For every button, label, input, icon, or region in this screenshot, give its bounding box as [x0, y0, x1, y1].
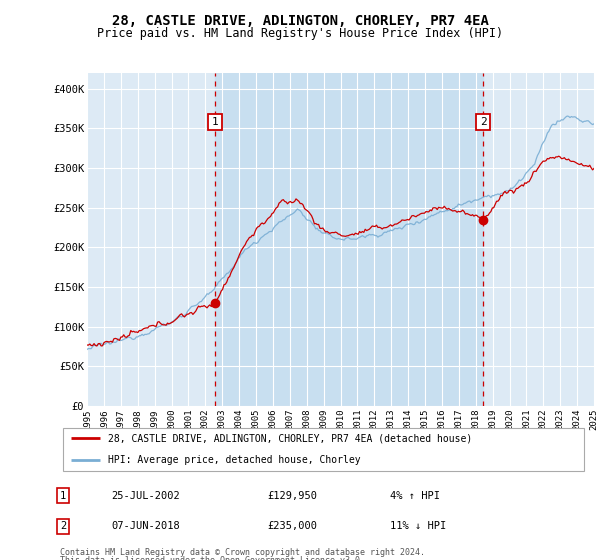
Text: 25-JUL-2002: 25-JUL-2002: [111, 491, 180, 501]
Text: £235,000: £235,000: [267, 521, 317, 531]
Text: 2: 2: [480, 117, 487, 127]
Text: Contains HM Land Registry data © Crown copyright and database right 2024.: Contains HM Land Registry data © Crown c…: [60, 548, 425, 557]
Text: £129,950: £129,950: [267, 491, 317, 501]
Text: 1: 1: [60, 491, 66, 501]
Text: 28, CASTLE DRIVE, ADLINGTON, CHORLEY, PR7 4EA: 28, CASTLE DRIVE, ADLINGTON, CHORLEY, PR…: [112, 14, 488, 28]
Bar: [215, 73, 483, 406]
Text: 11% ↓ HPI: 11% ↓ HPI: [390, 521, 446, 531]
Text: 2: 2: [60, 521, 66, 531]
Text: 07-JUN-2018: 07-JUN-2018: [111, 521, 180, 531]
Text: 4% ↑ HPI: 4% ↑ HPI: [390, 491, 440, 501]
FancyBboxPatch shape: [62, 427, 584, 472]
Text: HPI: Average price, detached house, Chorley: HPI: Average price, detached house, Chor…: [107, 455, 360, 465]
Text: 1: 1: [212, 117, 218, 127]
Text: This data is licensed under the Open Government Licence v3.0.: This data is licensed under the Open Gov…: [60, 556, 365, 560]
Text: Price paid vs. HM Land Registry's House Price Index (HPI): Price paid vs. HM Land Registry's House …: [97, 27, 503, 40]
Text: 28, CASTLE DRIVE, ADLINGTON, CHORLEY, PR7 4EA (detached house): 28, CASTLE DRIVE, ADLINGTON, CHORLEY, PR…: [107, 433, 472, 444]
